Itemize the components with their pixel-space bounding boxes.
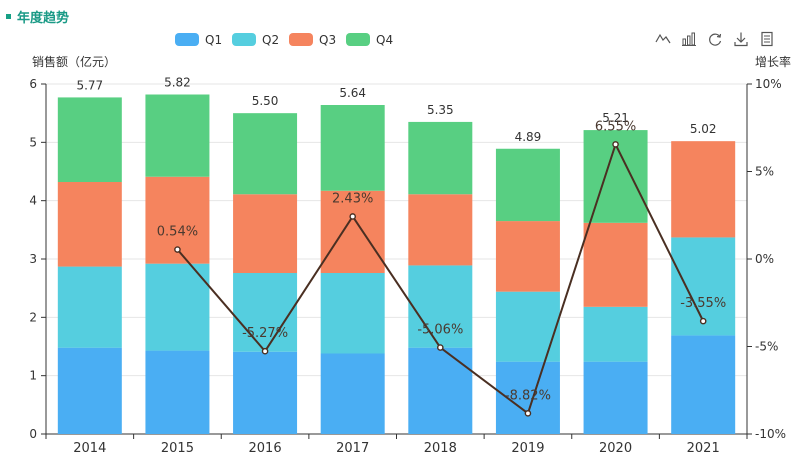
download-icon[interactable] [732,30,750,48]
x-tick-label: 2014 [73,441,106,456]
x-tick-label: 2017 [336,441,369,456]
x-tick-label: 2021 [687,441,720,456]
y2-tick-label: 10% [755,77,782,91]
bar-q4-2015 [145,94,210,177]
x-tick-label: 2019 [511,441,544,456]
x-tick-label: 2016 [249,441,282,456]
bar-q3-2017 [320,190,385,273]
bar-q3-2014 [57,182,122,267]
bar-q4-2016 [233,113,298,195]
legend-swatch-q3 [289,33,313,46]
legend-swatch-q1 [175,33,199,46]
y-axis-label: 销售额（亿元） [32,54,116,69]
total-label-2020: 5.21 [602,111,629,125]
bar-q1-2018 [408,347,473,434]
bar-q3-2020 [583,222,648,307]
bar-q1-2020 [583,361,648,434]
y-tick-label: 3 [29,252,37,266]
bar-q3-2019 [495,221,560,292]
growth-point-2015 [174,246,181,253]
bar-q2-2017 [320,273,385,354]
bar-q4-2018 [408,121,473,195]
y-tick-label: 4 [29,194,37,208]
legend-label-q1: Q1 [205,33,222,47]
y2-tick-label: 5% [755,165,774,179]
y2-tick-label: -5% [755,340,778,354]
y2-tick-label: -10% [755,427,786,441]
growth-label-2018: -5.06% [417,323,463,338]
y-tick-label: 5 [29,135,37,149]
y-tick-label: 0 [29,427,37,441]
bar-q3-2016 [233,194,298,273]
bar-q1-2016 [233,351,298,434]
refresh-icon[interactable] [706,30,724,48]
bar-q2-2015 [145,263,210,351]
growth-point-2019 [524,410,532,417]
x-tick-label: 2015 [161,441,194,456]
growth-point-2017 [349,213,356,220]
y-tick-label: 6 [29,77,37,91]
total-label-2021: 5.02 [690,122,717,136]
x-tick-label: 2020 [599,441,632,456]
growth-point-2016 [261,347,269,355]
growth-point-2018 [437,344,444,351]
legend-swatch-q4 [346,33,370,46]
bar-q4-2019 [495,148,560,222]
chart-toolbar [654,30,776,48]
total-label-2019: 4.89 [515,130,542,144]
bar-q1-2021 [671,335,736,434]
y-tick-label: 2 [29,310,37,324]
growth-label-2019: -8.82% [505,388,551,403]
total-label-2016: 5.50 [252,94,279,108]
total-label-2018: 5.35 [427,103,454,117]
bar-q2-2020 [583,306,648,362]
total-label-2015: 5.82 [164,76,191,90]
bar-q3-2021 [671,141,736,238]
bar-q4-2014 [57,97,122,182]
line-chart-icon[interactable] [654,30,672,48]
title-area: 年度趋势 [6,6,69,26]
y2-tick-label: 0% [755,252,774,266]
bar-chart-icon[interactable] [680,30,698,48]
bar-q2-2019 [495,291,560,362]
bar-q2-2016 [233,273,298,352]
x-tick-label: 2018 [424,441,457,456]
y2-axis-label: 增长率 [755,54,791,69]
total-label-2017: 5.64 [339,86,366,100]
legend-swatch-q2 [232,33,256,46]
growth-point-2021 [699,317,707,325]
growth-label-2017: 2.43% [332,191,373,206]
bar-q2-2018 [408,265,473,348]
bar-q2-2014 [57,266,122,348]
legend-label-q4: Q4 [376,33,393,47]
data-view-icon[interactable] [758,30,776,48]
bar-q1-2017 [320,353,385,434]
growth-label-2015: 0.54% [157,225,198,240]
bar-q1-2015 [145,350,210,434]
growth-label-2020: 6.55% [595,119,636,134]
bar-q3-2018 [408,194,473,266]
total-label-2014: 5.77 [76,78,103,92]
title-marker [6,13,11,19]
legend-label-q2: Q2 [262,33,279,47]
bar-q1-2014 [57,347,122,434]
growth-label-2021: -3.55% [680,296,726,311]
legend-label-q3: Q3 [319,33,336,47]
growth-label-2016: -5.27% [242,326,288,341]
y-tick-label: 1 [29,369,37,383]
page-title: 年度趋势 [17,10,70,26]
bar-q4-2017 [320,105,385,191]
growth-point-2020 [612,141,619,148]
